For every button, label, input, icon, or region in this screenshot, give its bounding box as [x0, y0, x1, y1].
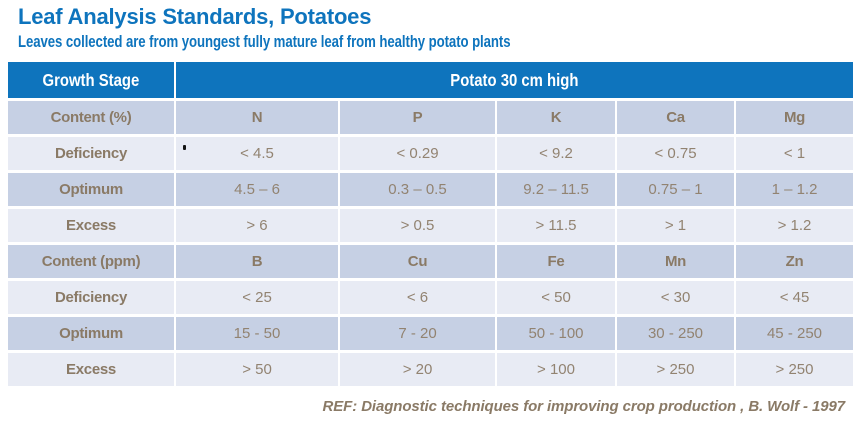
value-cell: 0.3 – 0.5	[340, 173, 495, 206]
value-cell: < 0.75	[617, 137, 734, 170]
value-cell: 15 - 50	[176, 317, 338, 350]
element-header: Fe	[497, 245, 615, 278]
table-body: Content (%) N P K Ca Mg Deficiency < 4.5…	[8, 101, 853, 386]
value-cell: > 20	[340, 353, 495, 386]
element-header: K	[497, 101, 615, 134]
row-label: Excess	[8, 209, 174, 242]
leaf-analysis-table: Growth Stage Potato 30 cm high Content (…	[8, 62, 853, 386]
potato-header-cell: Potato 30 cm high	[176, 62, 853, 98]
value-cell: < 6	[340, 281, 495, 314]
element-header: Cu	[340, 245, 495, 278]
value-cell: 4.5 – 6	[176, 173, 338, 206]
value-cell: > 250	[617, 353, 734, 386]
page-subtitle: Leaves collected are from youngest fully…	[18, 33, 511, 51]
potato-header-label: Potato 30 cm high	[450, 69, 579, 90]
element-header: Zn	[736, 245, 853, 278]
value-cell: 0.75 – 1	[617, 173, 734, 206]
value-cell: < 30	[617, 281, 734, 314]
value-cell: > 50	[176, 353, 338, 386]
table-header-row: Growth Stage Potato 30 cm high	[8, 62, 853, 98]
value-cell: < 9.2	[497, 137, 615, 170]
element-header: Mn	[617, 245, 734, 278]
value-cell: > 250	[736, 353, 853, 386]
value-cell: > 1.2	[736, 209, 853, 242]
value-cell: > 1	[617, 209, 734, 242]
value-cell: < 0.29	[340, 137, 495, 170]
value-cell: > 6	[176, 209, 338, 242]
value-cell: 1 – 1.2	[736, 173, 853, 206]
value-cell: 50 - 100	[497, 317, 615, 350]
value-cell: < 45	[736, 281, 853, 314]
value-cell: 30 - 250	[617, 317, 734, 350]
value-cell: < 1	[736, 137, 853, 170]
page-title: Leaf Analysis Standards, Potatoes	[18, 4, 372, 29]
element-header: P	[340, 101, 495, 134]
row-label: Optimum	[8, 173, 174, 206]
element-header: Ca	[617, 101, 734, 134]
element-header: N	[176, 101, 338, 134]
growth-stage-label: Growth Stage	[42, 69, 140, 90]
row-label: Deficiency	[8, 137, 174, 170]
value-cell: 45 - 250	[736, 317, 853, 350]
row-label: Optimum	[8, 317, 174, 350]
value-cell: 9.2 – 11.5	[497, 173, 615, 206]
row-label: Excess	[8, 353, 174, 386]
value-cell: > 100	[497, 353, 615, 386]
value-cell: < 50	[497, 281, 615, 314]
section-unit-label: Content (ppm)	[8, 245, 174, 278]
row-label: Deficiency	[8, 281, 174, 314]
value-cell: < 25	[176, 281, 338, 314]
value-cell: > 0.5	[340, 209, 495, 242]
value-cell: > 11.5	[497, 209, 615, 242]
section-unit-label: Content (%)	[8, 101, 174, 134]
value-cell: < 4.5	[176, 137, 338, 170]
stray-mark	[183, 145, 186, 150]
reference-citation: REF: Diagnostic techniques for improving…	[322, 398, 846, 415]
growth-stage-header-cell: Growth Stage	[8, 62, 176, 98]
element-header: B	[176, 245, 338, 278]
element-header: Mg	[736, 101, 853, 134]
value-cell: 7 - 20	[340, 317, 495, 350]
